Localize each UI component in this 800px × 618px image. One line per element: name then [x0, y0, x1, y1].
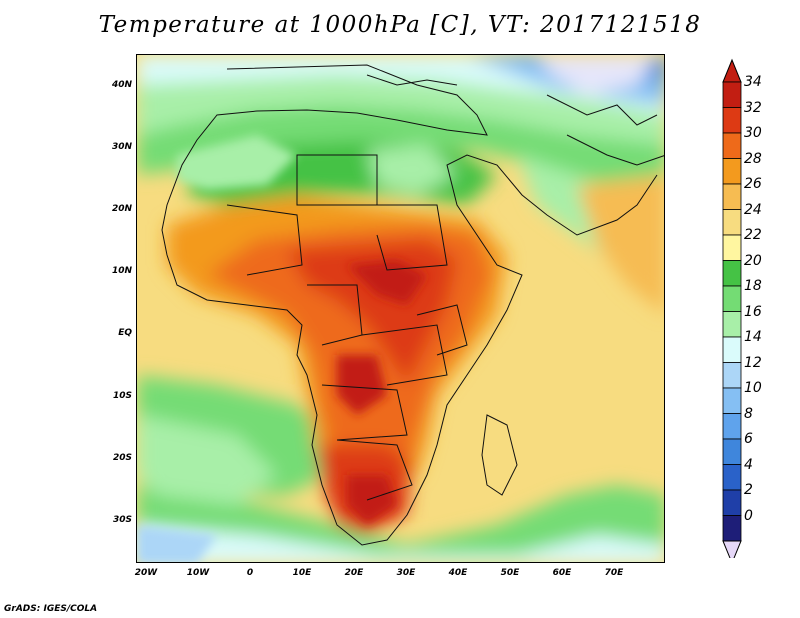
colorbar-label: 28 [744, 150, 762, 167]
lat-label-10s: 10S [112, 391, 132, 401]
colorbar-label: 6 [744, 431, 753, 447]
colorbar-label: 32 [744, 99, 762, 116]
coastlines [161, 64, 664, 546]
colorbar-segment [722, 387, 742, 414]
colorbar-segment [722, 81, 742, 108]
colorbar-label: 26 [744, 176, 762, 192]
temperature-field-map [137, 55, 664, 562]
map-panel [136, 54, 665, 563]
colorbar-label: 8 [744, 405, 753, 422]
lon-label-0: 0 [246, 568, 254, 578]
lon-label-20w: 20W [134, 568, 158, 578]
colorbar-segment [722, 132, 742, 159]
lat-label-20s: 20S [112, 453, 132, 463]
colorbar-segment [722, 438, 742, 465]
colorbar-label: 10 [744, 380, 762, 396]
colorbar-label: 20 [744, 252, 762, 269]
temperature-detail [137, 135, 427, 562]
lon-label-20e: 20E [344, 568, 364, 578]
colorbar-segment [722, 311, 742, 338]
colorbar-segment [722, 489, 742, 516]
colorbar-label: 14 [744, 329, 762, 345]
colorbar [722, 58, 742, 558]
map-title: Temperature at 1000hPa [C], VT: 20171215… [98, 12, 702, 38]
lon-label-10w: 10W [186, 568, 210, 578]
lon-label-10e: 10E [292, 568, 312, 578]
lat-label-20n: 20N [111, 204, 132, 214]
colorbar-segment [722, 183, 742, 210]
lat-label-10n: 10N [111, 266, 132, 276]
colorbar-label: 12 [744, 354, 762, 371]
colorbar-label: 24 [744, 201, 762, 218]
colorbar-segment [722, 285, 742, 312]
colorbar-top-arrow [722, 58, 742, 83]
colorbar-label: 16 [744, 303, 762, 320]
lon-label-70e: 70E [604, 568, 624, 578]
colorbar-segment [722, 107, 742, 134]
lat-label-30s: 30S [112, 515, 132, 525]
colorbar-bottom-arrow [722, 540, 742, 558]
lat-label-30n: 30N [111, 142, 132, 152]
colorbar-label: 4 [744, 456, 753, 473]
colorbar-segment [722, 464, 742, 491]
colorbar-segment [722, 413, 742, 440]
colorbar-segment [722, 158, 742, 185]
lat-label-eq: EQ [118, 328, 132, 338]
colorbar-label: 30 [744, 125, 762, 141]
lon-label-50e: 50E [500, 568, 520, 578]
lon-label-40e: 40E [448, 568, 468, 578]
colorbar-segment [722, 209, 742, 236]
colorbar-label: 0 [744, 507, 753, 524]
colorbar-segment [722, 234, 742, 261]
colorbar-label: 18 [744, 278, 762, 294]
colorbar-segment [722, 336, 742, 363]
colorbar-label: 22 [744, 227, 762, 243]
colorbar-segment [722, 260, 742, 287]
colorbar-segment [722, 515, 742, 542]
lat-label-40n: 40N [111, 80, 132, 90]
colorbar-label: 2 [744, 482, 753, 498]
credit-text: GrADS: IGES/COLA [4, 604, 98, 614]
lon-label-60e: 60E [552, 568, 572, 578]
colorbar-label: 34 [744, 74, 762, 90]
colorbar-segment [722, 362, 742, 389]
lon-label-30e: 30E [396, 568, 416, 578]
